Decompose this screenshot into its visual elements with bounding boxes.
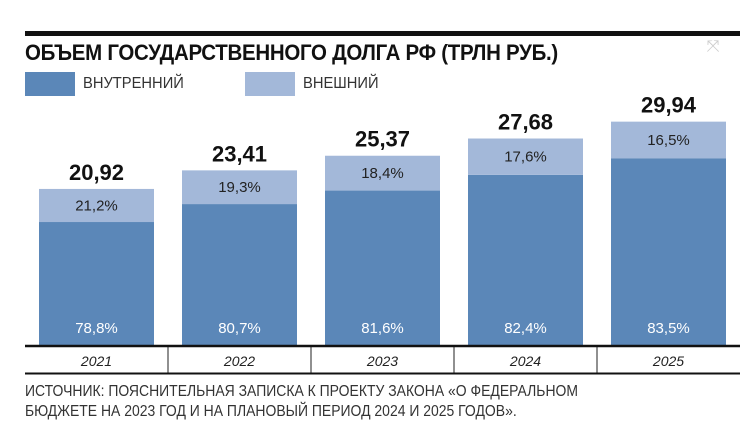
external-share-label-2025: 16,5% bbox=[647, 132, 690, 149]
legend-swatch-external bbox=[245, 72, 295, 96]
bar-internal-2024 bbox=[468, 174, 583, 345]
legend-swatch-internal bbox=[25, 72, 75, 96]
x-tick-label-2024: 2024 bbox=[509, 353, 541, 369]
x-tick-label-2023: 2023 bbox=[366, 353, 398, 369]
legend-label-internal: ВНУТРЕННИЙ bbox=[83, 75, 184, 92]
bar-external-2024 bbox=[468, 138, 583, 175]
bar-internal-2022 bbox=[182, 204, 297, 345]
x-tick-label-2021: 2021 bbox=[80, 353, 112, 369]
source-line-2: БЮДЖЕТЕ НА 2023 ГОД И НА ПЛАНОВЫЙ ПЕРИОД… bbox=[25, 403, 517, 420]
external-share-label-2024: 17,6% bbox=[504, 149, 547, 166]
internal-share-label-2025: 83,5% bbox=[647, 320, 690, 337]
external-share-label-2022: 19,3% bbox=[218, 179, 261, 196]
expand-icon[interactable]: ⤧ bbox=[706, 38, 720, 55]
total-label-2025: 29,94 bbox=[641, 93, 697, 118]
top-rule bbox=[25, 31, 740, 36]
legend-label-external: ВНЕШНИЙ bbox=[303, 75, 379, 92]
source-line-1: ИСТОЧНИК: ПОЯСНИТЕЛЬНАЯ ЗАПИСКА К ПРОЕКТ… bbox=[25, 383, 579, 400]
total-label-2024: 27,68 bbox=[498, 110, 553, 135]
bar-external-2021 bbox=[39, 188, 154, 223]
bar-internal-2025 bbox=[611, 158, 726, 345]
external-share-label-2023: 18,4% bbox=[361, 165, 404, 182]
x-tick-label-2025: 2025 bbox=[652, 353, 684, 369]
external-share-label-2021: 21,2% bbox=[75, 197, 118, 214]
internal-share-label-2022: 80,7% bbox=[218, 320, 261, 337]
total-label-2021: 20,92 bbox=[69, 160, 124, 185]
total-label-2022: 23,41 bbox=[212, 141, 267, 166]
bar-internal-2021 bbox=[39, 222, 154, 345]
internal-share-label-2023: 81,6% bbox=[361, 320, 404, 337]
total-label-2023: 25,37 bbox=[355, 127, 410, 152]
bar-internal-2023 bbox=[325, 190, 440, 345]
x-tick-label-2022: 2022 bbox=[223, 353, 255, 369]
source-note: ИСТОЧНИК: ПОЯСНИТЕЛЬНАЯ ЗАПИСКА К ПРОЕКТ… bbox=[25, 382, 578, 422]
bar-external-2025 bbox=[611, 121, 726, 159]
chart-title: ОБЪЕМ ГОСУДАРСТВЕННОГО ДОЛГА РФ (ТРЛН РУ… bbox=[25, 40, 558, 65]
internal-share-label-2024: 82,4% bbox=[504, 320, 547, 337]
internal-share-label-2021: 78,8% bbox=[75, 320, 118, 337]
bar-external-2023 bbox=[325, 155, 440, 191]
bar-external-2022 bbox=[182, 170, 297, 205]
